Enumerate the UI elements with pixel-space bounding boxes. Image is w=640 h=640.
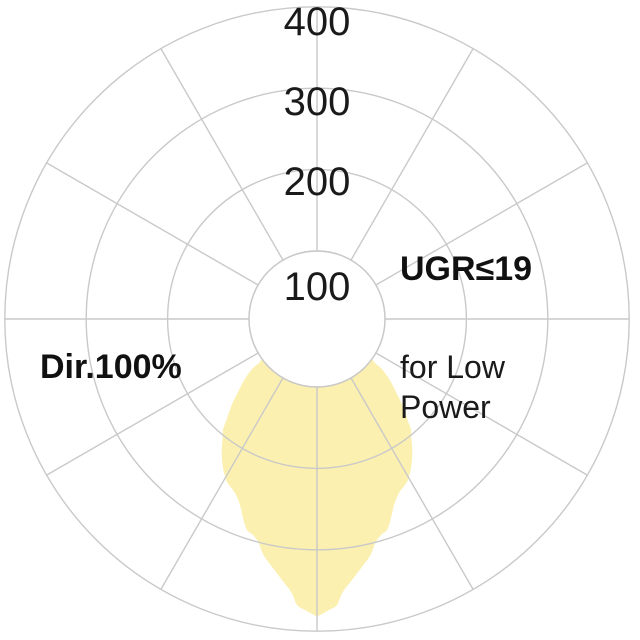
- svg-text:UGR≤19: UGR≤19: [400, 250, 532, 288]
- svg-text:400: 400: [284, 0, 351, 44]
- svg-text:300: 300: [284, 80, 351, 124]
- svg-text:for Low: for Low: [400, 349, 506, 385]
- svg-text:100: 100: [284, 265, 351, 309]
- svg-text:Dir.100%: Dir.100%: [40, 348, 182, 386]
- svg-text:200: 200: [284, 160, 351, 204]
- svg-text:Power: Power: [400, 389, 491, 425]
